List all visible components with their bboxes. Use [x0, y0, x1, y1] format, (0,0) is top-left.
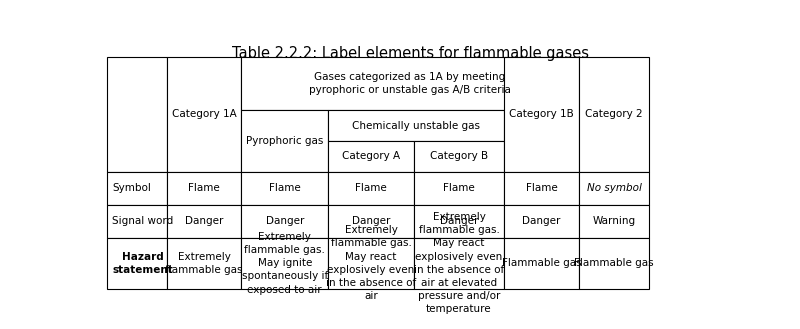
Bar: [414, 141, 504, 172]
Text: Table 2.2.2: Label elements for flammable gases: Table 2.2.2: Label elements for flammabl…: [231, 46, 589, 61]
Bar: [414, 172, 504, 205]
Text: Flame: Flame: [526, 183, 558, 193]
Bar: [107, 205, 167, 238]
Text: Hazard
statement: Hazard statement: [112, 252, 173, 275]
Text: Flammable gas: Flammable gas: [574, 258, 654, 268]
Text: Category A: Category A: [342, 151, 400, 161]
Text: Gases categorized as 1A by meeting
pyrophoric or unstable gas A/B criteria: Gases categorized as 1A by meeting pyrop…: [309, 72, 511, 95]
Text: Flammable gas: Flammable gas: [502, 258, 582, 268]
Text: Danger: Danger: [352, 216, 390, 226]
Text: Extremely
flammable gas.
May react
explosively even
in the absence of
air at ele: Extremely flammable gas. May react explo…: [414, 212, 504, 315]
Text: Flame: Flame: [269, 183, 301, 193]
Bar: [167, 238, 242, 289]
Bar: [504, 205, 578, 238]
Text: Danger: Danger: [185, 216, 223, 226]
Bar: [242, 172, 328, 205]
Text: Category 2: Category 2: [585, 110, 642, 119]
Text: Category 1B: Category 1B: [509, 110, 574, 119]
Bar: [414, 205, 504, 238]
Bar: [107, 238, 167, 289]
Bar: [414, 238, 504, 289]
Text: Extremely
flammable gas.
May react
explosively even
in the absence of
air: Extremely flammable gas. May react explo…: [326, 225, 416, 301]
Text: Signal word: Signal word: [112, 216, 174, 226]
Text: Danger: Danger: [266, 216, 304, 226]
Bar: [167, 205, 242, 238]
Bar: [107, 172, 167, 205]
Bar: [504, 57, 578, 172]
Bar: [578, 172, 650, 205]
Bar: [504, 172, 578, 205]
Bar: [578, 205, 650, 238]
Text: Category 1A: Category 1A: [172, 110, 237, 119]
Text: Extremely
flammable gas: Extremely flammable gas: [166, 252, 243, 275]
Text: Pyrophoric gas: Pyrophoric gas: [246, 136, 323, 146]
Bar: [107, 57, 167, 172]
Bar: [328, 111, 504, 141]
Text: Flame: Flame: [188, 183, 220, 193]
Bar: [328, 172, 414, 205]
Bar: [578, 57, 650, 172]
Bar: [328, 238, 414, 289]
Bar: [242, 238, 328, 289]
Bar: [328, 141, 414, 172]
Bar: [578, 238, 650, 289]
Text: Extremely
flammable gas.
May ignite
spontaneously if
exposed to air: Extremely flammable gas. May ignite spon…: [242, 232, 328, 295]
Bar: [242, 57, 578, 111]
Bar: [167, 57, 242, 172]
Bar: [242, 111, 328, 172]
Bar: [328, 205, 414, 238]
Text: Danger: Danger: [522, 216, 561, 226]
Text: Symbol: Symbol: [112, 183, 151, 193]
Bar: [504, 238, 578, 289]
Text: Category B: Category B: [430, 151, 488, 161]
Bar: [242, 205, 328, 238]
Text: Chemically unstable gas: Chemically unstable gas: [352, 121, 480, 131]
Text: Warning: Warning: [593, 216, 635, 226]
Text: Flame: Flame: [443, 183, 475, 193]
Text: No symbol: No symbol: [586, 183, 642, 193]
Text: Flame: Flame: [355, 183, 387, 193]
Bar: [167, 172, 242, 205]
Text: Danger: Danger: [440, 216, 478, 226]
